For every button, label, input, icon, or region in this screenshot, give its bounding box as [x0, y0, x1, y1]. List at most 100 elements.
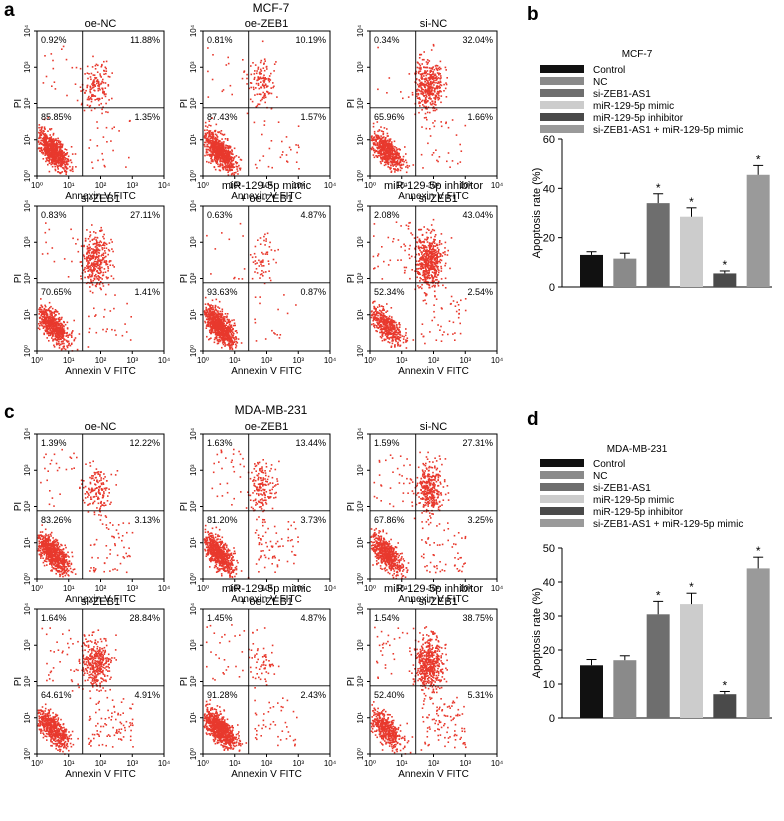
flow-dot [105, 67, 107, 70]
flow-dot [228, 330, 231, 333]
flow-dot [249, 98, 252, 101]
flow-dot [451, 119, 454, 121]
flow-dot [107, 248, 110, 251]
flow-dot [428, 97, 430, 100]
flow-dot [105, 293, 107, 296]
flow-dot [222, 152, 225, 155]
flow-dot [207, 47, 209, 49]
flow-dot [272, 258, 275, 261]
flow-dot [386, 310, 389, 312]
flow-dot [81, 265, 83, 267]
flow-dot [97, 64, 99, 67]
flow-dot [227, 338, 230, 340]
flow-dot [53, 328, 55, 331]
flow-dot [105, 102, 107, 105]
flow-dot [253, 252, 256, 255]
flow-dot [263, 77, 265, 80]
flow-dot [420, 53, 423, 56]
flow-dot [227, 165, 229, 168]
flow-dot [102, 257, 104, 259]
flow-dot [55, 329, 57, 331]
flow-dot [41, 312, 43, 315]
flow-dot [54, 315, 56, 317]
flow-dot [229, 169, 232, 172]
flow-dot [257, 76, 259, 78]
flow-dot [90, 97, 92, 99]
flow-dot [375, 144, 377, 147]
flow-dot [97, 89, 100, 92]
flow-dot [92, 248, 94, 250]
flow-dot [221, 316, 223, 319]
flow-dot [425, 116, 427, 119]
flow-dot [246, 73, 248, 76]
flow-dot [87, 77, 89, 80]
flow-dot [204, 132, 207, 135]
flow-dot [386, 162, 389, 164]
flow-dot [58, 164, 61, 167]
flow-dot [55, 142, 58, 144]
flow-dot [434, 87, 437, 90]
flow-dot [48, 152, 51, 155]
flow-dot [426, 79, 428, 82]
flow-dot [236, 166, 239, 168]
flow-dot [436, 69, 439, 72]
flow-dot [41, 126, 43, 128]
flow-dot [437, 160, 439, 163]
flow-dot [38, 147, 40, 149]
flow-dot [376, 134, 379, 137]
flow-dot [104, 87, 107, 89]
flow-dot [51, 141, 53, 144]
flow-dot [47, 154, 49, 157]
flow-dot [204, 125, 207, 127]
flow-dot [259, 273, 262, 276]
flow-dot [87, 265, 90, 268]
flow-dot [102, 92, 104, 94]
flow-dot [231, 159, 233, 162]
flow-dot [111, 97, 113, 100]
flow-dot [53, 159, 55, 161]
flow-dot [239, 222, 242, 225]
flow-dot [102, 285, 105, 287]
flow-dot [238, 156, 240, 158]
flow-dot [430, 86, 432, 88]
flow-dot [229, 150, 232, 153]
flow-dot [210, 320, 213, 323]
flow-dot [40, 134, 42, 137]
flow-dot [297, 144, 299, 147]
flow-dot [50, 148, 52, 151]
flow-dot [64, 169, 67, 172]
flow-dot [210, 132, 213, 134]
flow-dot [383, 155, 385, 157]
flow-dot [226, 153, 229, 156]
flow-dot [61, 160, 63, 163]
flow-dot [387, 151, 389, 153]
flow-dot [96, 283, 98, 286]
flow-dot [218, 315, 220, 318]
flow-dot [412, 164, 415, 166]
flow-dot [230, 337, 233, 340]
flow-dot [235, 346, 237, 349]
flow-dot [63, 325, 65, 328]
flow-plot: oe-NC10⁰10⁰10¹10¹10²10²10³10³10⁴10⁴Annex… [13, 18, 171, 202]
flow-dot [80, 275, 82, 277]
flow-dot [440, 84, 443, 87]
flow-dot [385, 157, 387, 160]
flow-dot [459, 143, 461, 146]
flow-dot [426, 82, 429, 85]
flow-dot [227, 147, 230, 150]
flow-dot [256, 79, 258, 82]
flow-dot [215, 337, 217, 340]
flow-dot [273, 63, 276, 65]
flow-dot [215, 312, 217, 315]
flow-dot [210, 322, 212, 325]
flow-dot [205, 306, 207, 309]
flow-dot [216, 155, 219, 158]
flow-dot [443, 83, 445, 86]
flow-dot [374, 142, 376, 144]
flow-dot [92, 95, 94, 97]
flow-dot [94, 64, 97, 67]
flow-dot [211, 329, 214, 332]
flow-dot [45, 318, 47, 320]
flow-dot [38, 131, 40, 134]
flow-dot [386, 157, 388, 160]
